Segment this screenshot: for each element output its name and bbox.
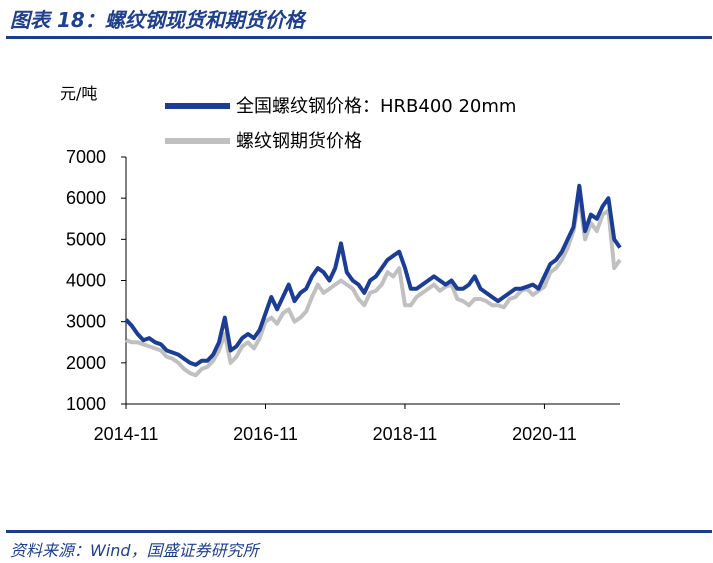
x-ticks: 2014-11 2016-11 2018-11 2020-11 <box>94 404 577 444</box>
y-tick-label: 6000 <box>66 188 106 208</box>
y-tick-label: 4000 <box>66 271 106 291</box>
figure-title: 图表 18：螺纹钢现货和期货价格 <box>10 8 305 32</box>
legend: 全国螺纹钢价格：HRB400 20mm 螺纹钢期货价格 <box>165 96 516 152</box>
y-tick-label: 5000 <box>66 229 106 249</box>
y-unit-label: 元/吨 <box>60 84 97 103</box>
line-chart: 1000 2000 3000 4000 5000 6000 7000 2014-11 2016… <box>60 84 622 444</box>
y-tick-label: 3000 <box>66 312 106 332</box>
title-rule <box>6 36 712 39</box>
legend-label-spot: 全国螺纹钢价格：HRB400 20mm <box>236 96 516 117</box>
series-layer <box>124 183 622 378</box>
x-tick-label: 2020-11 <box>512 424 577 444</box>
x-tick-label: 2016-11 <box>233 424 298 444</box>
x-tick-label: 2018-11 <box>373 424 438 444</box>
source-note: 资料来源：Wind，国盛证券研究所 <box>10 541 259 560</box>
x-tick-label: 2014-11 <box>94 424 159 444</box>
y-tick-label: 1000 <box>66 394 106 414</box>
legend-label-futures: 螺纹钢期货价格 <box>236 131 362 152</box>
y-tick-label: 2000 <box>66 353 106 373</box>
series-line-futures <box>125 196 622 378</box>
footer-rule <box>6 530 712 533</box>
y-tick-label: 7000 <box>66 147 106 167</box>
y-ticks: 1000 2000 3000 4000 5000 6000 7000 <box>66 147 126 414</box>
series-line-spot <box>124 183 622 367</box>
